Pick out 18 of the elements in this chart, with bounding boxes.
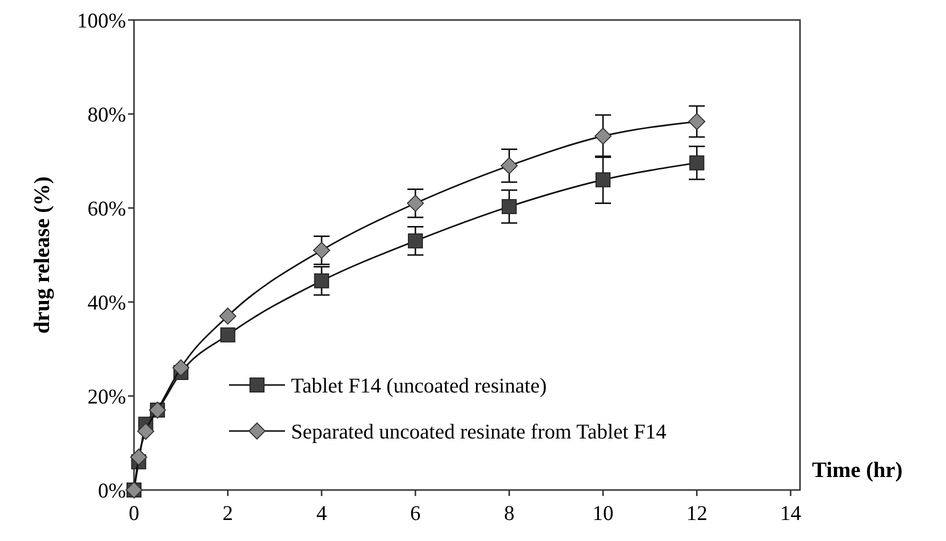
x-tick-label: 12 [686,501,708,525]
legend-label: Separated uncoated resinate from Tablet F14 [291,419,667,444]
x-tick-label: 6 [410,501,421,525]
x-tick-label: 0 [128,501,140,525]
x-tick-label: 14 [780,501,802,525]
y-tick-label: 0% [98,478,126,502]
x-tick-label: 2 [222,501,234,525]
y-tick-label: 80% [88,102,126,126]
x-axis-title: Time (hr) [812,457,903,482]
y-tick-label: 100% [77,8,126,32]
legend-label: Tablet F14 (uncoated resinate) [291,373,547,398]
y-tick-label: 60% [88,196,126,220]
x-tick-label: 8 [504,501,514,525]
x-tick-label: 4 [316,501,328,525]
y-tick-label: 40% [88,290,126,314]
x-tick-label: 10 [592,501,614,525]
y-tick-label: 20% [88,384,126,408]
y-axis-title: drug release (%) [29,176,54,334]
